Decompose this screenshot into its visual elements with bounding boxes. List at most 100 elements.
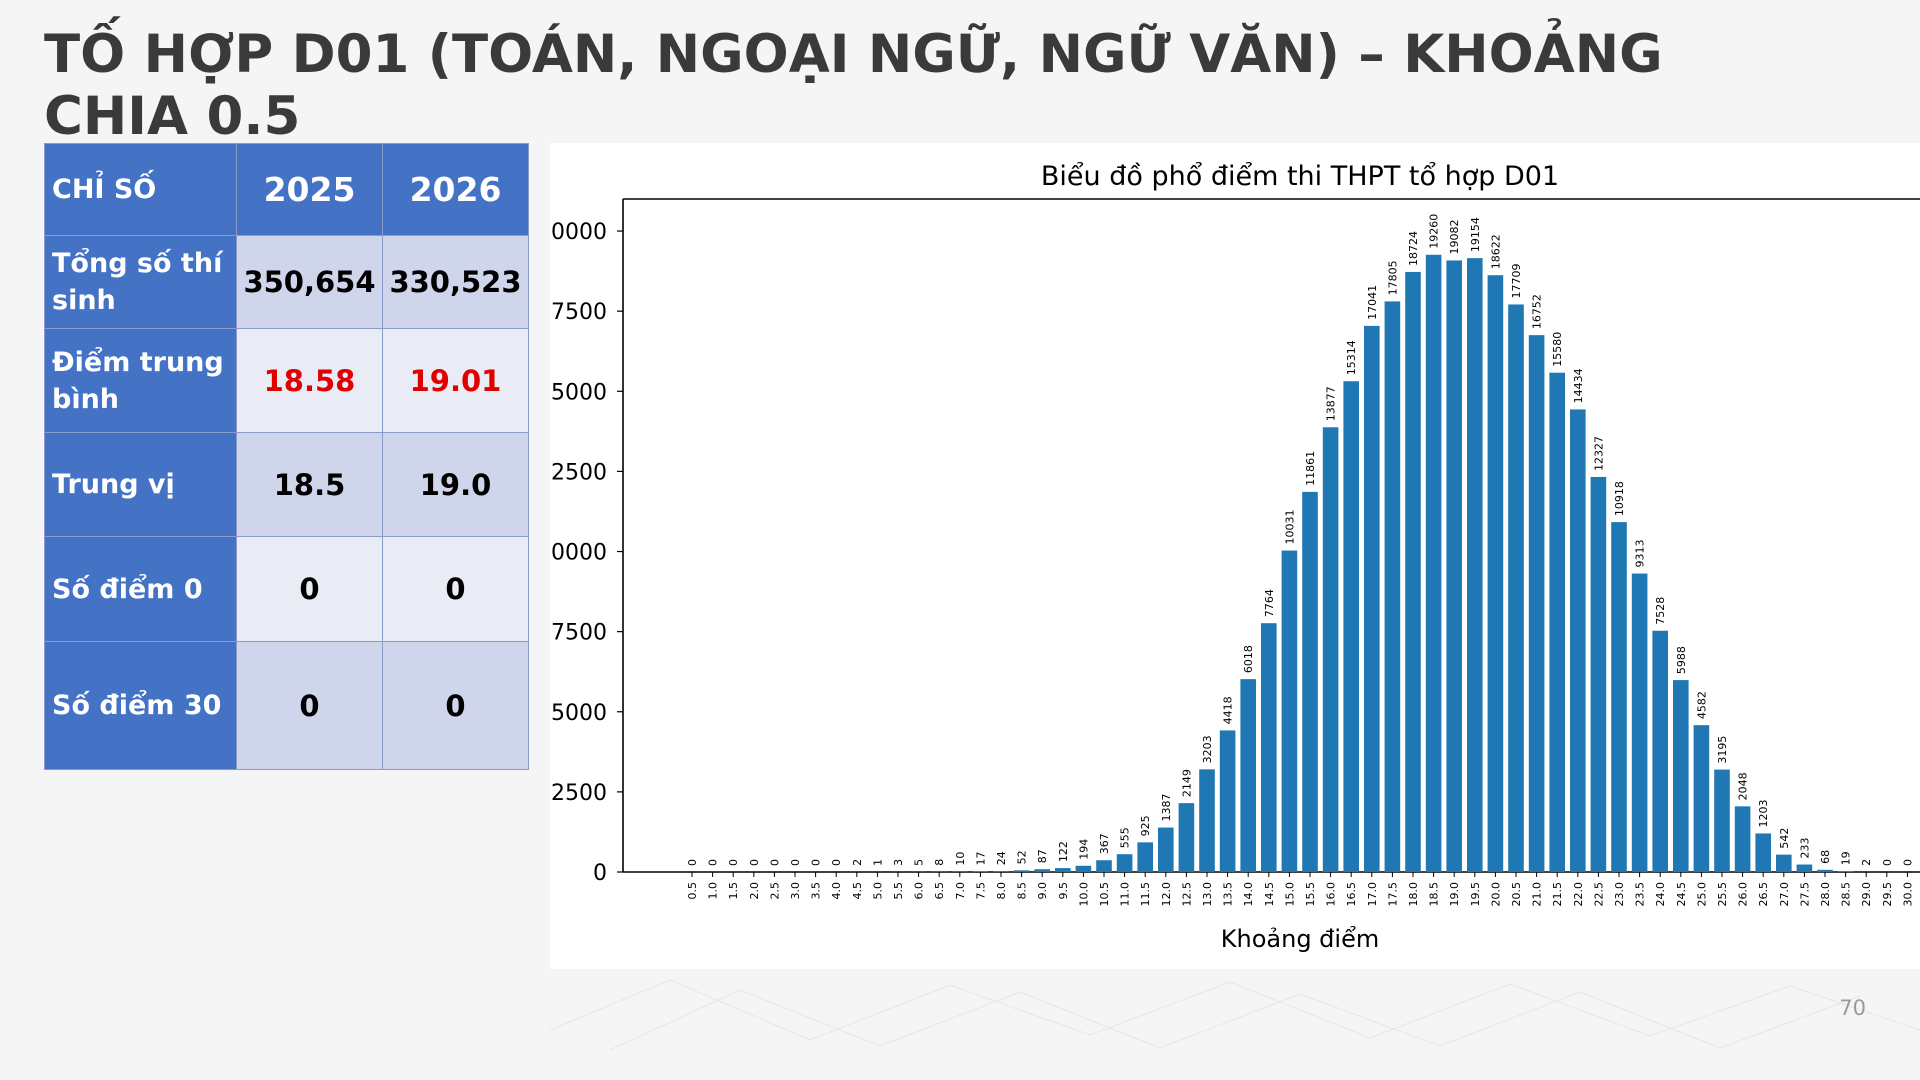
bar-value-label: 15580 (1551, 332, 1564, 367)
x-tick-label: 19.5 (1469, 882, 1482, 907)
x-tick-label: 16.0 (1325, 882, 1338, 907)
x-tick-label: 16.5 (1345, 882, 1358, 907)
bar-value-label: 10918 (1613, 481, 1626, 516)
x-tick-label: 13.0 (1201, 882, 1214, 907)
bar (1281, 550, 1298, 872)
bar (1405, 271, 1421, 872)
x-tick-label: 28.0 (1819, 882, 1832, 907)
x-tick-label: 25.5 (1716, 882, 1729, 907)
bar-value-label: 9313 (1634, 540, 1647, 568)
x-tick-label: 10.0 (1077, 882, 1090, 907)
x-tick-label: 15.0 (1283, 882, 1296, 907)
bar-value-label: 24 (995, 851, 1008, 865)
bar (1364, 325, 1380, 872)
bar (1714, 769, 1730, 872)
bar-value-label: 68 (1819, 850, 1832, 864)
bar-data-labels: 0 0 0 0 0 0 0 0 2 1 3 5 8 10 17 24 52 87 122 194 367 55592513… (686, 214, 1914, 866)
bar-value-label: 19154 (1469, 217, 1482, 252)
bar-value-label: 19 (1840, 851, 1853, 865)
x-tick-label: 7.5 (974, 882, 987, 900)
bar (1796, 864, 1813, 872)
x-tick-label: 7.0 (954, 882, 967, 900)
bar-value-label: 19082 (1448, 219, 1461, 254)
bar-value-label: 5988 (1675, 646, 1688, 674)
y-tick-label: 15000 (550, 380, 607, 405)
bar (1611, 522, 1627, 872)
x-tick-label: 20.0 (1489, 882, 1502, 907)
bar-value-label: 11861 (1304, 451, 1317, 486)
bar-value-label: 12327 (1592, 436, 1605, 471)
y-tick-label: 0 (593, 861, 607, 886)
x-tick-label: 3.5 (810, 882, 823, 900)
y-tick-label: 12500 (550, 460, 607, 485)
cell-2025: 18.5 (236, 432, 383, 537)
cell-2026: 0 (382, 536, 529, 642)
x-tick-label: 11.5 (1139, 882, 1152, 907)
x-tick-label: 23.0 (1613, 882, 1626, 907)
x-tick-label: 24.0 (1654, 882, 1667, 907)
background-decoration (550, 979, 1920, 1050)
bar (1776, 854, 1792, 872)
table-row: Điểm trung bình 18.58 19.01 (44, 328, 529, 433)
x-tick-label: 12.5 (1180, 882, 1193, 907)
x-tick-label: 18.5 (1428, 882, 1441, 907)
bar (1240, 679, 1256, 872)
x-tick-label: 8.0 (995, 882, 1008, 900)
bar (1158, 827, 1174, 872)
bar (993, 871, 1009, 872)
x-tick-label: 11.0 (1119, 882, 1132, 907)
x-tick-label: 20.5 (1510, 882, 1523, 907)
bar (1549, 372, 1565, 872)
cell-2026: 19.0 (382, 432, 529, 537)
bar (1734, 806, 1751, 872)
bar-value-label: 0 (686, 859, 699, 866)
bar-value-label: 0 (727, 859, 740, 866)
bar (1446, 260, 1462, 872)
y-tick-label: 17500 (550, 300, 607, 325)
x-tick-label: 24.5 (1675, 882, 1688, 907)
x-tick-label: 27.5 (1798, 882, 1811, 907)
bar-series (849, 254, 1874, 873)
bar-value-label: 194 (1077, 839, 1090, 860)
bar-value-label: 17 (974, 851, 987, 865)
bar (1219, 730, 1236, 872)
x-tick-label: 4.5 (851, 882, 864, 900)
x-tick-label: 5.0 (871, 882, 884, 900)
bar-value-label: 14434 (1572, 368, 1585, 403)
bar (972, 871, 989, 872)
x-tick-label: 22.0 (1572, 882, 1585, 907)
x-tick-label: 30.0 (1901, 882, 1914, 907)
bar-value-label: 0 (707, 859, 720, 866)
x-tick-label: 22.5 (1592, 882, 1605, 907)
bar (1322, 427, 1339, 872)
table-row: Tổng số thí sinh 350,654 330,523 (44, 235, 529, 329)
table-row: Số điểm 30 0 0 (44, 641, 529, 770)
bar-value-label: 0 (748, 859, 761, 866)
bar-value-label: 0 (830, 859, 843, 866)
x-tick-label: 29.5 (1881, 882, 1894, 907)
x-tick-label: 9.5 (1057, 882, 1070, 900)
x-tick-label: 18.0 (1407, 882, 1420, 907)
bar-value-label: 4418 (1222, 696, 1235, 724)
bar-value-label: 10 (954, 852, 967, 866)
bar-value-label: 5 (913, 859, 926, 866)
cell-2026: 0 (382, 641, 529, 770)
bar-value-label: 0 (810, 859, 823, 866)
x-tick-label: 29.0 (1860, 882, 1873, 907)
row-label: Số điểm 0 (44, 536, 237, 642)
x-tick-label: 14.5 (1263, 882, 1276, 907)
chart-panel: Biểu đồ phổ điểm thi THPT tổ hợp D01 Kho… (550, 143, 1920, 969)
bar (1570, 409, 1586, 872)
x-tick-label: 15.5 (1304, 882, 1317, 907)
x-tick-label: 26.5 (1757, 882, 1770, 907)
bar-value-label: 10031 (1283, 510, 1296, 545)
x-tick-label: 21.5 (1551, 882, 1564, 907)
bar-value-label: 122 (1057, 841, 1070, 862)
bar-value-label: 555 (1119, 827, 1132, 848)
bar-value-label: 7528 (1654, 597, 1667, 625)
x-tick-label: 26.0 (1737, 882, 1750, 907)
table-header-row: CHỈ SỐ 2025 2026 (44, 143, 529, 236)
bar (1425, 254, 1442, 873)
bar (1693, 725, 1710, 872)
cell-2025: 350,654 (236, 235, 383, 329)
